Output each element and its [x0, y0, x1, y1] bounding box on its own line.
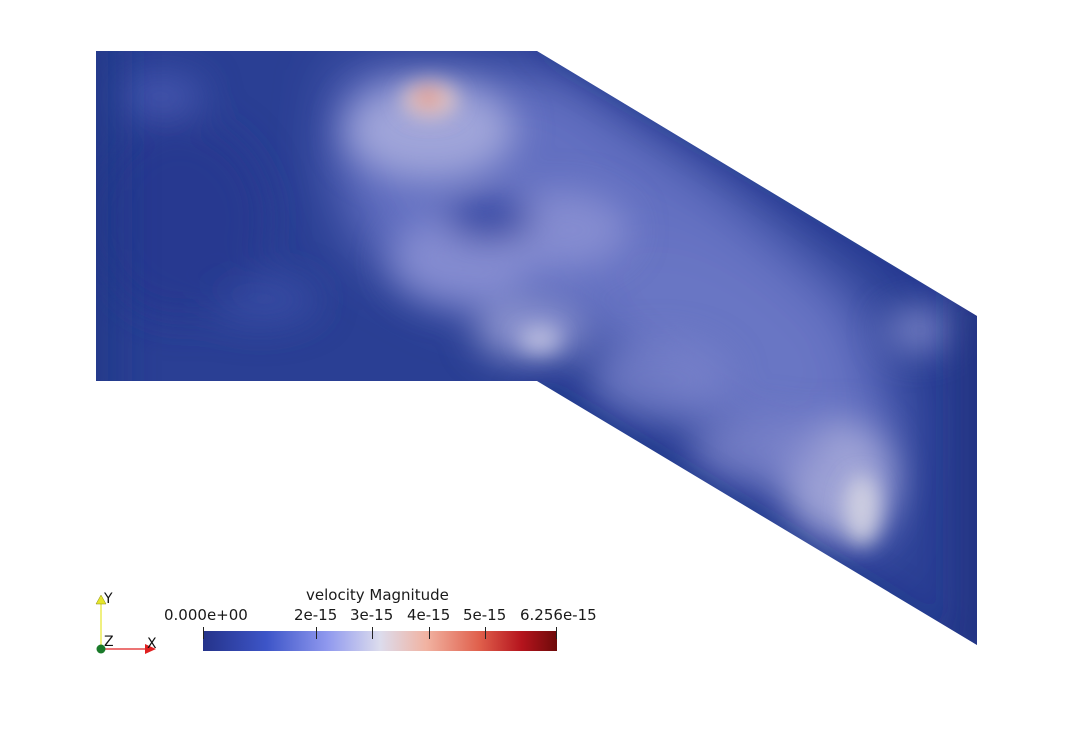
orientation-axes — [95, 594, 156, 654]
scalar-bar-title: velocity Magnitude — [306, 586, 449, 604]
scalar-bar-tick-label: 5e-15 — [463, 606, 507, 624]
x-axis-label: X — [147, 636, 157, 652]
velocity-field — [96, 51, 977, 645]
scalar-bar — [203, 627, 557, 651]
scalar-bar-tick-label: 2e-15 — [294, 606, 338, 624]
colorbar-gradient — [203, 631, 557, 651]
z-axis-dot — [96, 644, 106, 654]
scalar-bar-max-label: 6.256e-15 — [520, 606, 597, 624]
scalar-bar-tick-label: 4e-15 — [407, 606, 451, 624]
y-axis-label: Y — [104, 591, 113, 607]
colorbar-ticks — [203, 627, 557, 639]
scalar-bar-min-label: 0.000e+00 — [164, 606, 248, 624]
x-axis-arrow — [145, 644, 156, 654]
z-axis-label: Z — [104, 634, 114, 650]
scalar-bar-tick-label: 3e-15 — [350, 606, 394, 624]
y-axis-arrow — [95, 594, 107, 605]
